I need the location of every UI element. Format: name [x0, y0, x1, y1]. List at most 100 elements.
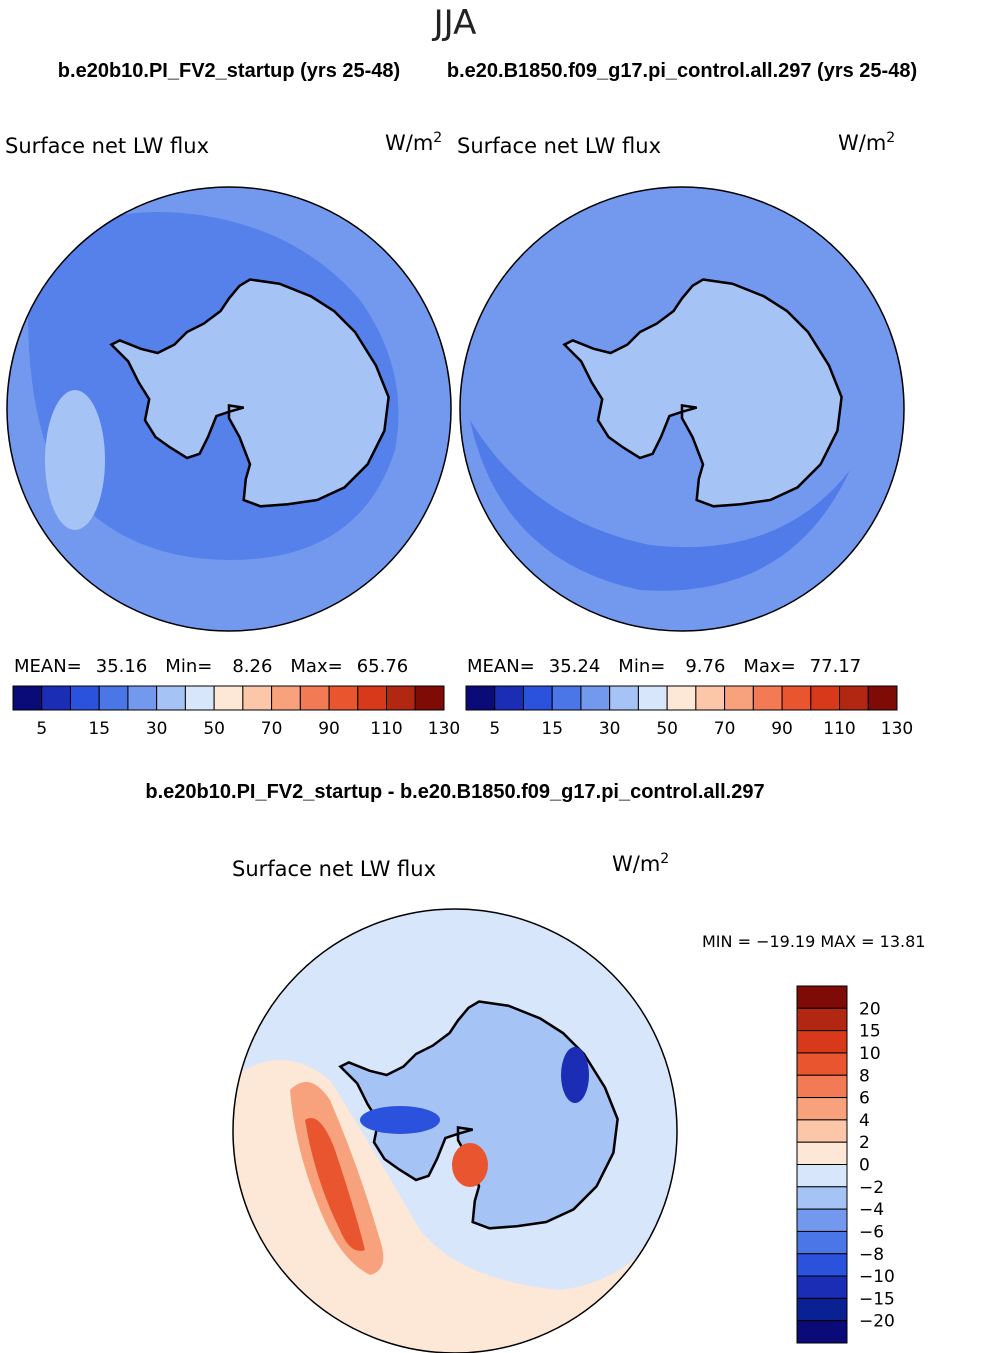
map-diff-colorbar-swatch — [796, 1253, 848, 1277]
map-a-colorbar: 5 15 30 50 70 90 110 130 — [12, 685, 460, 739]
map-diff-colorbar-swatch — [796, 1030, 848, 1054]
map-b-band-region — [470, 420, 850, 591]
map-a-boundary — [6, 186, 452, 632]
map-b-colorbar-tick-label: 70 — [714, 719, 736, 739]
map-a-light-patch — [45, 390, 105, 530]
map-b-boundary — [459, 186, 905, 632]
map-diff-colorbar-tick-label: 8 — [859, 1066, 870, 1086]
map-b-colorbar-swatch — [810, 685, 841, 711]
map-a-colorbar-swatch — [299, 685, 330, 711]
map-diff-colorbar-tick-label: 4 — [859, 1111, 870, 1131]
map-b-colorbar-tick-label: 90 — [771, 719, 793, 739]
map-a-colorbar-swatch — [184, 685, 215, 711]
map-diff-colorbar-swatch — [796, 1097, 848, 1121]
map-a-colorbar-swatch — [127, 685, 158, 711]
map-diff-colorbar-swatch — [796, 1186, 848, 1210]
map-a-colorbar-swatch — [386, 685, 416, 711]
map-a-colorbar-swatch — [69, 685, 100, 711]
map-diff-units: W/m2 — [612, 851, 669, 876]
map-diff-colorbar-tick-label: −6 — [859, 1222, 884, 1242]
map-b-stats: MEAN= 35.24 Min= 9.76 Max= 77.17 — [467, 656, 861, 677]
map-diff-colorbar-swatch — [796, 1052, 848, 1076]
map-a-colorbar-tick-label: 15 — [88, 719, 110, 739]
map-b-colorbar-swatch — [724, 685, 754, 711]
map-diff-colorbar-swatch — [796, 1164, 848, 1188]
season-title: JJA — [432, 3, 477, 43]
map-b-colorbar-swatch — [580, 685, 611, 711]
map-diff-colorbar-swatch — [796, 1275, 848, 1299]
map-b-units: W/m2 — [838, 130, 895, 155]
map-diff-colorbar-swatch — [796, 1074, 848, 1099]
map-b-colorbar-swatch — [551, 685, 582, 711]
map-diff-colorbar-tick-label: 6 — [859, 1089, 870, 1109]
map-diff-colorbar-swatch — [796, 1297, 848, 1322]
map-b-colorbar-swatch — [522, 685, 553, 711]
map-diff-colorbar-tick-label: −15 — [859, 1289, 895, 1309]
map-diff-colorbar-tick-label: −10 — [859, 1267, 895, 1287]
map-a-colorbar-tick-label: 50 — [203, 719, 225, 739]
map-diff-colorbar-swatch — [796, 1320, 848, 1344]
map-diff-colorbar-tick-label: 2 — [859, 1133, 870, 1153]
map-b-colorbar-swatch — [781, 685, 812, 711]
map-b-colorbar: 5 15 30 50 70 90 110 130 — [465, 685, 913, 739]
map-b-colorbar-tick-label: 30 — [599, 719, 621, 739]
map-diff-colorbar-tick-label: −2 — [859, 1178, 884, 1198]
map-b-colorbar-swatch — [839, 685, 869, 711]
map-diff-header: b.e20b10.PI_FV2_startup - b.e20.B1850.f0… — [145, 781, 764, 803]
map-b-colorbar-swatch — [752, 685, 783, 711]
map-diff-colorbar-tick-label: 20 — [859, 999, 881, 1019]
map-a-field — [7, 187, 451, 631]
map-a-colorbar-tick-label: 90 — [318, 719, 340, 739]
map-diff-colorbar-tick-label: −4 — [859, 1200, 884, 1220]
map-a-colorbar-swatch — [414, 685, 445, 711]
map-diff-colorbar-swatch — [796, 1141, 848, 1165]
map-a-units: W/m2 — [385, 130, 442, 155]
map-b-header: b.e20.B1850.f09_g17.pi_control.all.297 (… — [447, 60, 917, 82]
map-b-colorbar-swatch — [867, 685, 898, 711]
map-b-field — [460, 187, 904, 631]
map-b-colorbar-tick-label: 110 — [823, 719, 855, 739]
map-diff-colorbar-tick-label: 10 — [859, 1044, 881, 1064]
map-diff-colorbar-swatch — [796, 1119, 848, 1143]
map-diff-cold-patch — [360, 1106, 440, 1134]
map-a-colorbar-tick-label: 130 — [428, 719, 460, 739]
map-diff-colorbar-tick-label: 0 — [859, 1156, 870, 1176]
map-diff-colorbar-swatch — [796, 1007, 848, 1032]
map-diff-colorbar-tick-label: 15 — [859, 1022, 881, 1042]
map-a-colorbar-swatch — [213, 685, 244, 711]
map-diff-boundary — [232, 908, 678, 1353]
map-b-colorbar-swatch — [666, 685, 697, 711]
map-a-colorbar-swatch — [12, 685, 43, 711]
map-a-colorbar-tick-label: 30 — [146, 719, 168, 739]
map-a-colorbar-swatch — [357, 685, 388, 711]
map-diff-colorbar-swatch — [796, 985, 848, 1009]
map-b-colorbar-swatch — [609, 685, 639, 711]
map-a-header: b.e20b10.PI_FV2_startup (yrs 25-48) — [58, 60, 400, 82]
map-diff-warm-spot — [452, 1143, 488, 1187]
map-panel-a: b.e20b10.PI_FV2_startup (yrs 25-48) Surf… — [5, 60, 460, 739]
map-diff-minmax: MIN = −19.19 MAX = 13.81 — [702, 932, 925, 951]
map-a-colorbar-tick-label: 110 — [370, 719, 402, 739]
map-a-colorbar-swatch — [98, 685, 129, 711]
map-b-colorbar-swatch — [637, 685, 668, 711]
map-b-title: Surface net LW flux — [457, 134, 661, 158]
map-diff-cold-spot — [561, 1047, 589, 1103]
map-a-colorbar-swatch — [271, 685, 301, 711]
map-diff-colorbar-tick-label: −8 — [859, 1245, 884, 1265]
map-b-colorbar-tick-label: 5 — [489, 719, 500, 739]
map-a-title: Surface net LW flux — [5, 134, 209, 158]
map-b-colorbar-tick-label: 50 — [656, 719, 678, 739]
map-a-colorbar-swatch — [242, 685, 273, 711]
map-b-colorbar-tick-label: 130 — [881, 719, 913, 739]
map-diff-field — [233, 909, 677, 1353]
map-panel-diff: b.e20b10.PI_FV2_startup - b.e20.B1850.f0… — [145, 781, 925, 1353]
map-a-colorbar-swatch — [156, 685, 186, 711]
map-a-colorbar-swatch — [41, 685, 71, 711]
map-a-colorbar-swatch — [328, 685, 359, 711]
map-b-colorbar-swatch — [695, 685, 726, 711]
map-a-colorbar-tick-label: 5 — [36, 719, 47, 739]
map-diff-colorbar-swatch — [796, 1208, 848, 1232]
map-b-colorbar-swatch — [494, 685, 524, 711]
